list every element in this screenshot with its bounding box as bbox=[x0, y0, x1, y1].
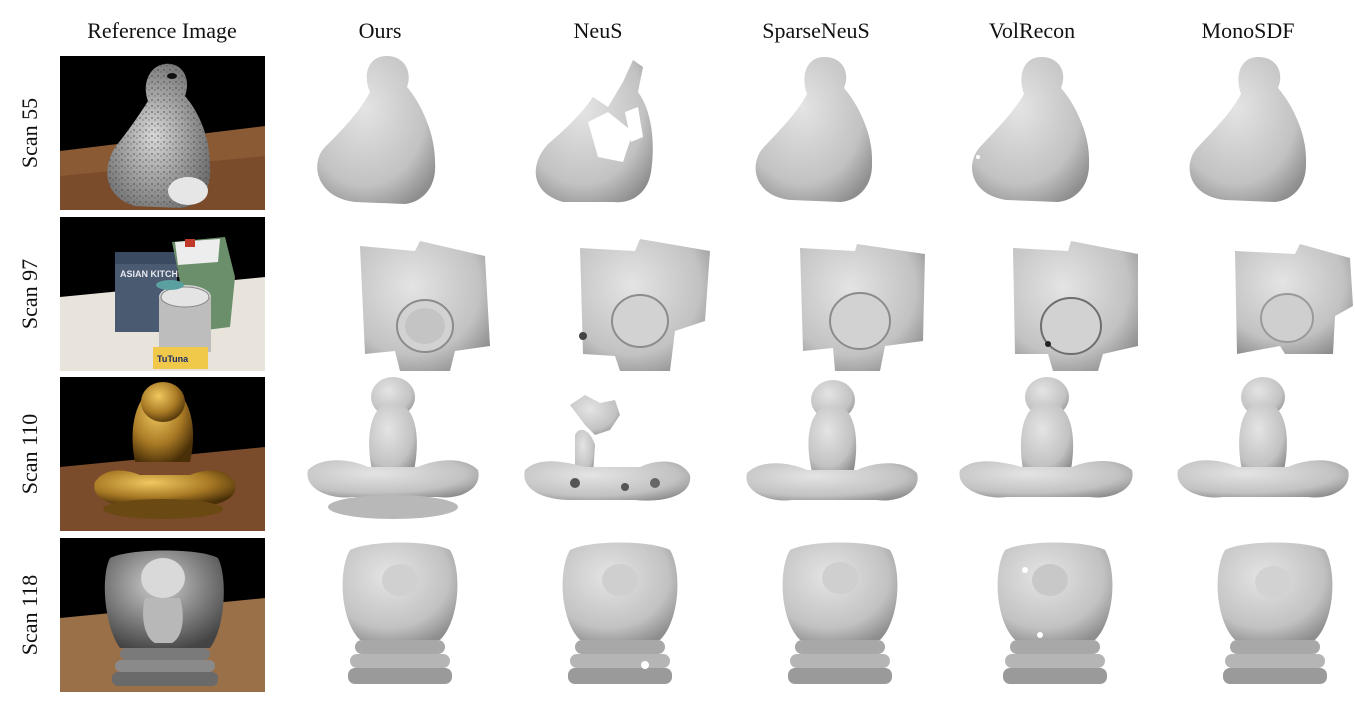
mesh-ours-scan118 bbox=[300, 540, 500, 690]
row-label-scan55: Scan 55 bbox=[17, 97, 43, 169]
mesh-volrecon-scan97 bbox=[978, 236, 1178, 371]
mesh-sparseneus-scan55 bbox=[731, 52, 931, 212]
mesh-sparseneus-scan110 bbox=[735, 375, 935, 525]
reference-image-scan110 bbox=[60, 377, 265, 531]
mesh-sparseneus-scan118 bbox=[740, 540, 940, 690]
column-header-neus: NeuS bbox=[573, 18, 623, 43]
reference-image-scan55 bbox=[60, 56, 265, 210]
column-header-monosdf: MonoSDF bbox=[1201, 18, 1295, 43]
mesh-sparseneus-scan97 bbox=[760, 236, 960, 371]
mesh-ours-scan110 bbox=[298, 375, 498, 525]
column-header-ours: Ours bbox=[358, 18, 402, 43]
mesh-volrecon-scan118 bbox=[955, 540, 1155, 690]
row-label-scan118: Scan 118 bbox=[17, 574, 43, 656]
mesh-neus-scan110 bbox=[515, 375, 715, 525]
package-label-asian-kitchen: ASIAN KITCHEN bbox=[120, 269, 191, 279]
mesh-volrecon-scan110 bbox=[952, 375, 1152, 525]
column-header-volrecon: VolRecon bbox=[988, 18, 1076, 43]
reference-image-scan97: ASIAN KITCHEN TuTuna bbox=[60, 217, 265, 371]
mesh-monosdf-scan97 bbox=[1200, 236, 1355, 371]
row-label-scan110: Scan 110 bbox=[17, 413, 43, 495]
mesh-monosdf-scan55 bbox=[1165, 52, 1355, 212]
reference-image-scan118 bbox=[60, 538, 265, 692]
mesh-ours-scan55 bbox=[295, 52, 495, 212]
mesh-ours-scan97 bbox=[320, 236, 520, 371]
mesh-monosdf-scan110 bbox=[1168, 375, 1355, 525]
column-header-reference: Reference Image bbox=[87, 18, 237, 43]
row-label-scan97: Scan 97 bbox=[17, 258, 43, 330]
can-label-tuna: TuTuna bbox=[157, 354, 189, 364]
column-header-sparseneus: SparseNeuS bbox=[762, 18, 870, 43]
mesh-neus-scan118 bbox=[520, 540, 720, 690]
mesh-neus-scan55 bbox=[513, 52, 713, 212]
mesh-monosdf-scan118 bbox=[1175, 540, 1355, 690]
mesh-volrecon-scan55 bbox=[948, 52, 1148, 212]
mesh-neus-scan97 bbox=[540, 236, 740, 371]
